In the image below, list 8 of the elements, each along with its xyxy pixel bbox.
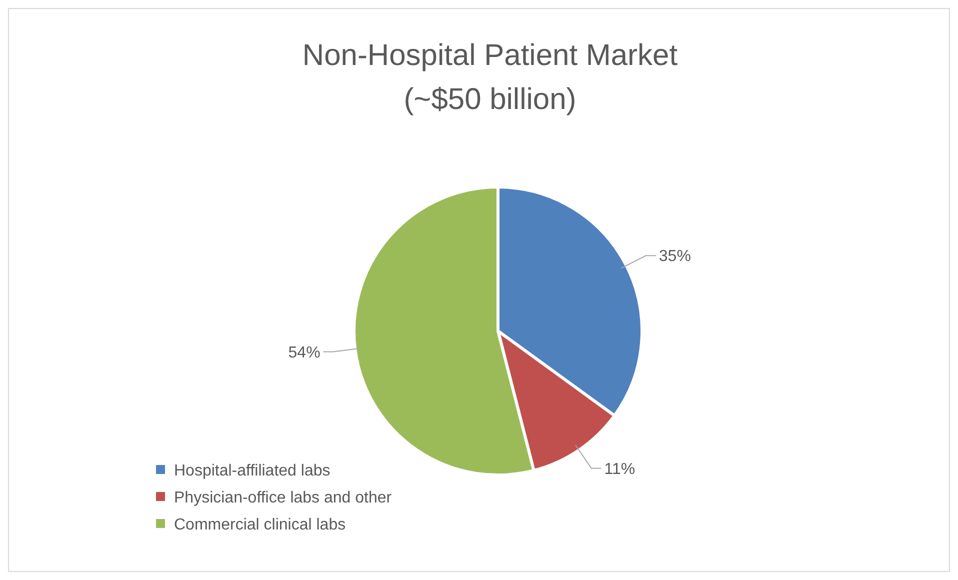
data-label: 54% (288, 344, 320, 362)
data-label: 35% (658, 248, 691, 266)
legend-label: Physician-office labs and other (174, 490, 392, 507)
data-label: 11% (604, 460, 636, 478)
legend-label: Hospital-affiliated labs (174, 462, 330, 480)
legend-label: Commercial clinical labs (174, 516, 346, 534)
chart-subtitle: (~$50 billion) (404, 83, 576, 116)
chart-title: Non-Hospital Patient Market (302, 39, 678, 72)
